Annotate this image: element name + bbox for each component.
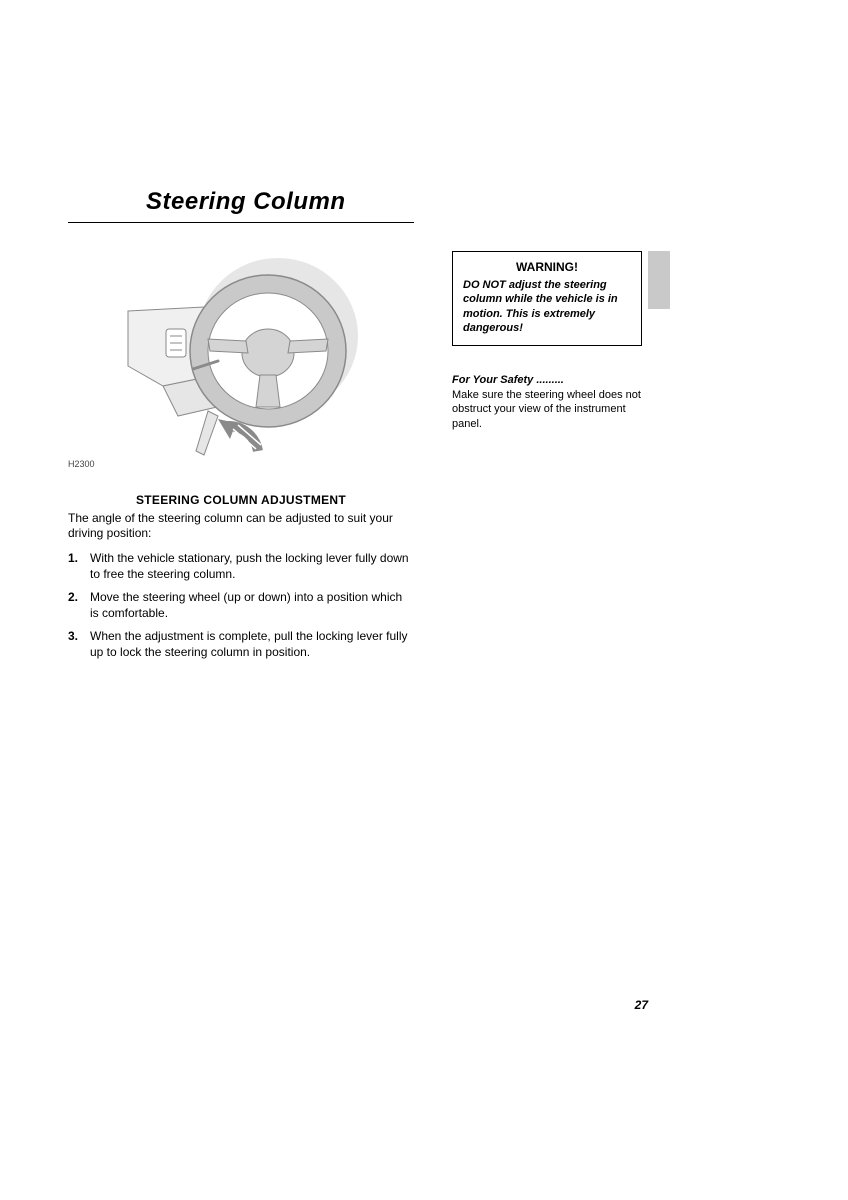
title-rule xyxy=(68,222,414,223)
step-item: 1. With the vehicle stationary, push the… xyxy=(68,551,414,582)
section-heading: STEERING COLUMN ADJUSTMENT xyxy=(68,493,414,507)
step-text: With the vehicle stationary, push the lo… xyxy=(90,551,414,582)
page-number: 27 xyxy=(68,998,648,1012)
section-tab xyxy=(648,251,670,309)
step-text: Move the steering wheel (up or down) int… xyxy=(90,590,414,621)
step-item: 2. Move the steering wheel (up or down) … xyxy=(68,590,414,621)
warning-body: DO NOT adjust the steering column while … xyxy=(463,278,631,335)
step-number: 3. xyxy=(68,629,90,660)
right-column: WARNING! DO NOT adjust the steering colu… xyxy=(452,251,642,669)
two-column-layout: H2300 STEERING COLUMN ADJUSTMENT The ang… xyxy=(68,251,780,669)
intro-text: The angle of the steering column can be … xyxy=(68,511,414,541)
page-content: Steering Column xyxy=(68,188,780,669)
steering-column-figure xyxy=(68,251,414,471)
safety-body: Make sure the steering wheel does not ob… xyxy=(452,388,642,431)
left-column: H2300 STEERING COLUMN ADJUSTMENT The ang… xyxy=(68,251,414,669)
step-text: When the adjustment is complete, pull th… xyxy=(90,629,414,660)
warning-box: WARNING! DO NOT adjust the steering colu… xyxy=(452,251,642,346)
step-number: 1. xyxy=(68,551,90,582)
warning-title: WARNING! xyxy=(463,260,631,274)
safety-heading: For Your Safety ......... xyxy=(452,374,642,386)
steps-list: 1. With the vehicle stationary, push the… xyxy=(68,551,414,661)
step-number: 2. xyxy=(68,590,90,621)
step-item: 3. When the adjustment is complete, pull… xyxy=(68,629,414,660)
page-title: Steering Column xyxy=(68,188,780,222)
